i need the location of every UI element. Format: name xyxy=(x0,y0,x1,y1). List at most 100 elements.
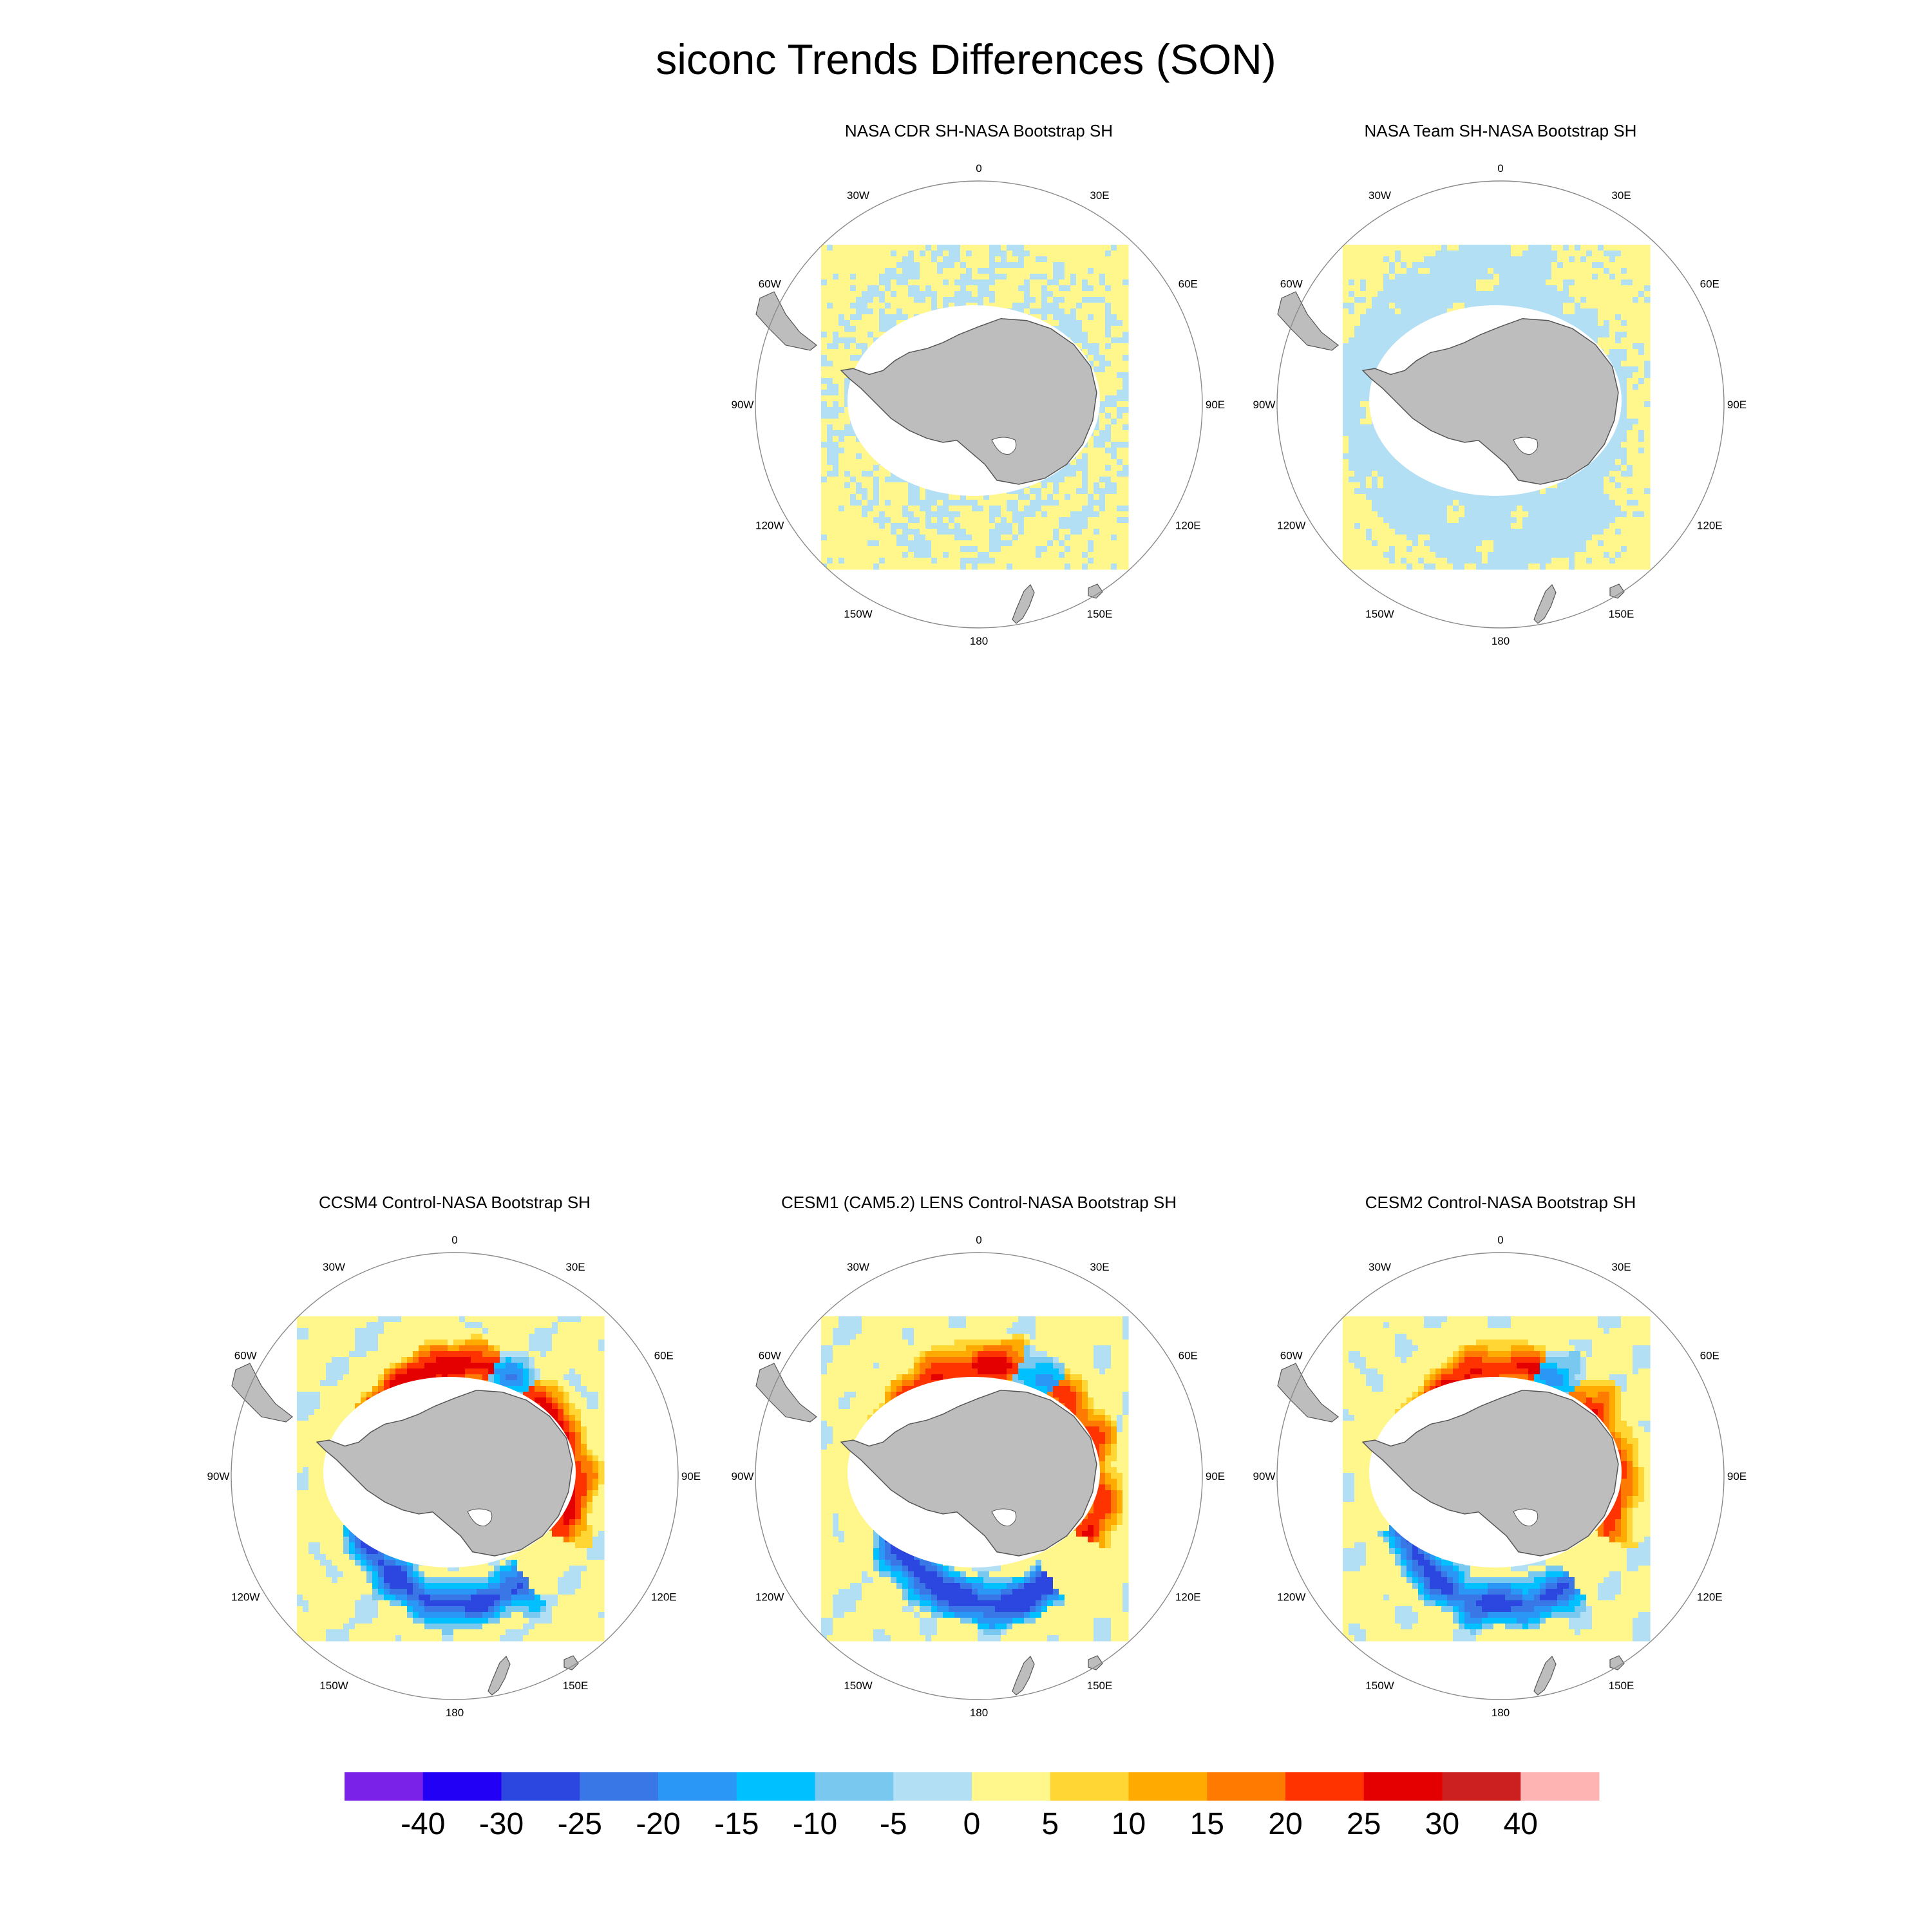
grid-cell xyxy=(838,436,845,442)
grid-cell xyxy=(931,274,938,280)
grid-cell xyxy=(1065,482,1071,489)
grid-cell xyxy=(850,314,857,321)
grid-cell xyxy=(943,511,949,518)
grid-cell xyxy=(1638,268,1645,274)
grid-cell xyxy=(1453,251,1459,257)
grid-cell xyxy=(1621,384,1627,390)
grid-cell xyxy=(1644,303,1651,309)
grid-cell xyxy=(1644,366,1651,373)
grid-cell xyxy=(867,488,874,495)
grid-cell xyxy=(891,274,897,280)
grid-cell xyxy=(838,413,845,419)
grid-cell xyxy=(873,245,880,251)
grid-cell xyxy=(1383,274,1390,280)
grid-cell xyxy=(821,517,828,524)
grid-cell xyxy=(896,529,903,535)
grid-cell xyxy=(867,251,874,257)
longitude-label: 90W xyxy=(732,399,754,411)
grid-cell xyxy=(1366,256,1372,263)
grid-cell xyxy=(949,245,955,251)
grid-cell xyxy=(873,500,880,506)
grid-cell xyxy=(862,535,868,541)
grid-cell xyxy=(827,558,833,564)
grid-cell xyxy=(1383,285,1390,292)
grid-cell xyxy=(862,506,868,512)
grid-cell xyxy=(920,558,926,564)
grid-cell xyxy=(891,540,897,547)
grid-cell xyxy=(844,256,851,263)
grid-cell xyxy=(1065,303,1071,309)
grid-cell xyxy=(1088,459,1094,466)
grid-cell xyxy=(960,268,967,274)
grid-cell xyxy=(1041,262,1048,269)
grid-cell xyxy=(833,511,839,518)
grid-cell xyxy=(1105,482,1112,489)
grid-cell xyxy=(1354,308,1361,315)
grid-cell xyxy=(908,308,914,315)
grid-cell xyxy=(1621,419,1627,425)
grid-cell xyxy=(1082,535,1088,541)
grid-cell xyxy=(1105,506,1112,512)
grid-cell xyxy=(1343,366,1349,373)
grid-cell xyxy=(902,314,909,321)
grid-cell xyxy=(1122,482,1129,489)
grid-cell xyxy=(891,285,897,292)
grid-cell xyxy=(1070,482,1077,489)
grid-cell xyxy=(1105,343,1112,350)
grid-cell xyxy=(1070,285,1077,292)
grid-cell xyxy=(844,343,851,350)
grid-cell xyxy=(1372,442,1378,448)
grid-cell xyxy=(1088,535,1094,541)
grid-cell xyxy=(1378,355,1384,361)
grid-cell xyxy=(1604,343,1610,350)
grid-cell xyxy=(1094,279,1100,286)
grid-cell xyxy=(983,251,990,257)
grid-cell xyxy=(1047,517,1054,524)
grid-cell xyxy=(1082,517,1088,524)
grid-cell xyxy=(1122,349,1129,355)
grid-cell xyxy=(1099,372,1106,379)
grid-cell xyxy=(1372,349,1378,355)
grid-cell xyxy=(1070,326,1077,332)
grid-cell xyxy=(1122,442,1129,448)
grid-cell xyxy=(1030,262,1036,269)
grid-cell xyxy=(1036,308,1042,315)
grid-cell xyxy=(896,297,903,303)
grid-cell xyxy=(1627,378,1633,384)
grid-cell xyxy=(821,419,828,425)
grid-cell xyxy=(925,535,932,541)
grid-cell xyxy=(896,488,903,495)
grid-cell xyxy=(1111,477,1117,483)
grid-cell xyxy=(1094,424,1100,431)
grid-cell xyxy=(1099,419,1106,425)
grid-cell xyxy=(1493,262,1500,269)
grid-cell xyxy=(1551,297,1558,303)
grid-cell xyxy=(989,262,996,269)
grid-cell xyxy=(1609,361,1616,367)
grid-cell xyxy=(1615,291,1622,298)
grid-cell xyxy=(995,552,1001,558)
grid-cell xyxy=(1099,459,1106,466)
grid-cell xyxy=(891,245,897,251)
grid-cell xyxy=(1018,500,1025,506)
grid-cell xyxy=(873,529,880,535)
grid-cell xyxy=(1007,517,1013,524)
grid-cell xyxy=(1024,517,1030,524)
grid-cell xyxy=(949,251,955,257)
grid-cell xyxy=(989,303,996,309)
grid-cell xyxy=(1366,297,1372,303)
grid-cell xyxy=(1122,477,1129,483)
grid-cell xyxy=(1435,291,1442,298)
grid-cell xyxy=(1082,471,1088,477)
grid-cell xyxy=(925,546,932,553)
grid-cell xyxy=(1082,546,1088,553)
grid-cell xyxy=(1082,552,1088,558)
grid-cell xyxy=(908,500,914,506)
grid-cell xyxy=(1117,401,1123,408)
grid-cell xyxy=(1354,337,1361,344)
grid-cell xyxy=(1349,314,1355,321)
grid-cell xyxy=(873,552,880,558)
grid-cell xyxy=(1111,535,1117,541)
grid-cell xyxy=(1349,337,1355,344)
grid-cell xyxy=(1638,297,1645,303)
